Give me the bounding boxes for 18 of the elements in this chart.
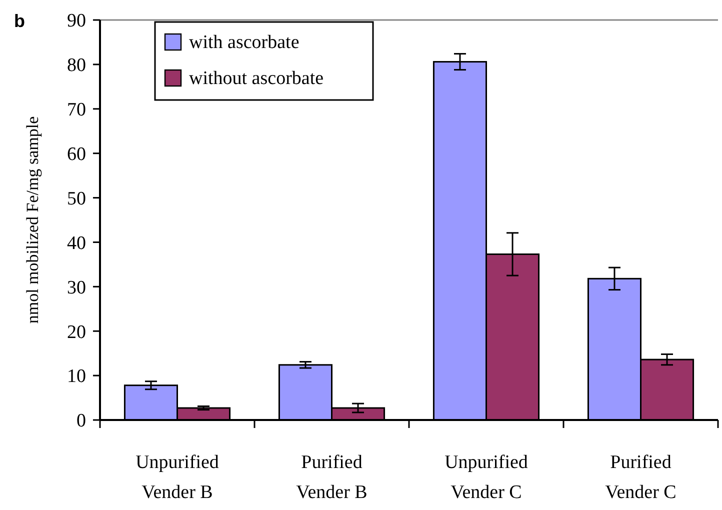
y-tick-label: 30 xyxy=(67,277,86,298)
y-tick-label: 90 xyxy=(67,10,86,32)
y-tick-label: 70 xyxy=(67,100,86,121)
legend-label: with ascorbate xyxy=(189,32,300,53)
x-tick-label: Purified Vender C xyxy=(605,452,676,503)
y-tick-label: 0 xyxy=(76,410,86,432)
y-tick-label: 50 xyxy=(67,188,86,210)
y-tick-label: 10 xyxy=(67,366,86,388)
y-tick-label: 60 xyxy=(67,144,86,165)
y-tick-label: 80 xyxy=(67,55,86,76)
x-tick-label: Unpurified Vender C xyxy=(444,452,528,503)
text: b xyxy=(14,11,25,31)
x-tick-label: Unpurified Vender B xyxy=(136,452,220,503)
y-tick-label: 20 xyxy=(67,322,86,343)
y-tick-label: 40 xyxy=(67,232,86,254)
x-tick-label: Purified Vender B xyxy=(296,452,368,503)
y-axis-title: nmol mobilized Fe/mg sample xyxy=(23,116,42,324)
legend-label: without ascorbate xyxy=(189,68,324,89)
